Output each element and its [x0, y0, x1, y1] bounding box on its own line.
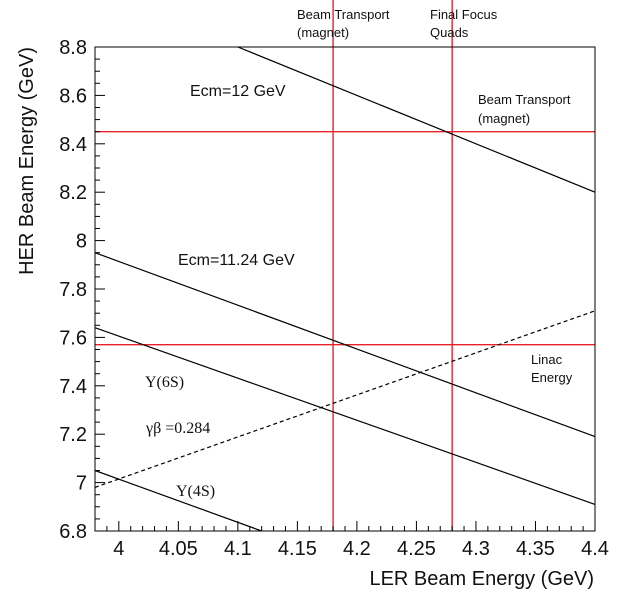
ref-label-v2-line1: Final Focus [430, 7, 498, 22]
annotation-upsilon4s: Υ(4S) [176, 483, 215, 500]
y-tick-label-4: 7.4 [59, 376, 87, 398]
ref-label-h2-line2: Energy [531, 370, 573, 385]
series-line-4 [94, 469, 262, 532]
x-tick-label-2: 4.05 [159, 538, 198, 560]
y-tick-label-2: 7 [76, 473, 87, 495]
x-axis-title: LER Beam Energy (GeV) [369, 568, 594, 590]
annotation-ecm1124: Ecm=11.24 GeV [178, 252, 295, 269]
ref-label-h2-line1: Linac [531, 352, 563, 367]
annotation-ecm12: Ecm=12 GeV [190, 83, 286, 100]
y-tick-label-11: 8.8 [59, 37, 87, 59]
x-tick-label-1: 4 [113, 538, 124, 560]
ref-label-v1-line2: (magnet) [297, 25, 349, 40]
y-tick-label-3: 7.2 [59, 424, 87, 446]
x-tick-label-5: 4.2 [343, 538, 371, 560]
annotation-upsilon6s: Υ(6S) [145, 374, 184, 391]
y-tick-label-8: 8.2 [59, 182, 87, 204]
series-lines [94, 46, 596, 532]
y-tick-label-9: 8.4 [59, 134, 87, 156]
plot-background [95, 47, 595, 531]
y-tick-label-6: 7.8 [59, 279, 87, 301]
series-line-3 [94, 327, 596, 505]
series-annotations: Ecm=12 GeV Ecm=11.24 GeV Υ(6S) γβ =0.284… [145, 83, 295, 500]
y-tick-label-10: 8.6 [59, 85, 87, 107]
annotation-gammabeta: γβ =0.284 [145, 420, 210, 437]
x-tick-label-6: 4.25 [397, 538, 436, 560]
right-ref-labels: Beam Transport (magnet) Linac Energy [478, 92, 573, 385]
x-tick-label-7: 4.3 [462, 538, 490, 560]
y-tick-label-7: 8 [76, 231, 87, 253]
x-tick-label-3: 4.1 [224, 538, 252, 560]
ref-label-v2-line2: Quads [430, 25, 469, 40]
ref-label-h1-line2: (magnet) [478, 111, 530, 126]
y-tick-label-1: 6.8 [59, 521, 87, 543]
y-axis-title: HER Beam Energy (GeV) [16, 47, 38, 275]
x-ticks: 4 4.05 4.1 4.15 4.2 4.25 4.3 4.35 4.4 [106, 521, 609, 560]
x-tick-label-9: 4.4 [581, 538, 609, 560]
series-line-5 [94, 310, 596, 488]
series-line-2 [94, 252, 596, 438]
top-ref-labels: Beam Transport (magnet) Final Focus Quad… [297, 7, 498, 40]
y-ticks: 6.8 7 7.2 7.4 7.6 7.8 8 8.2 8.4 8.6 8.8 [59, 37, 105, 543]
x-tick-label-4: 4.15 [278, 538, 317, 560]
y-tick-label-5: 7.6 [59, 327, 87, 349]
ref-label-v1-line1: Beam Transport [297, 7, 390, 22]
series-line-1 [237, 46, 596, 193]
ref-label-h1-line1: Beam Transport [478, 92, 571, 107]
x-tick-label-8: 4.35 [516, 538, 555, 560]
